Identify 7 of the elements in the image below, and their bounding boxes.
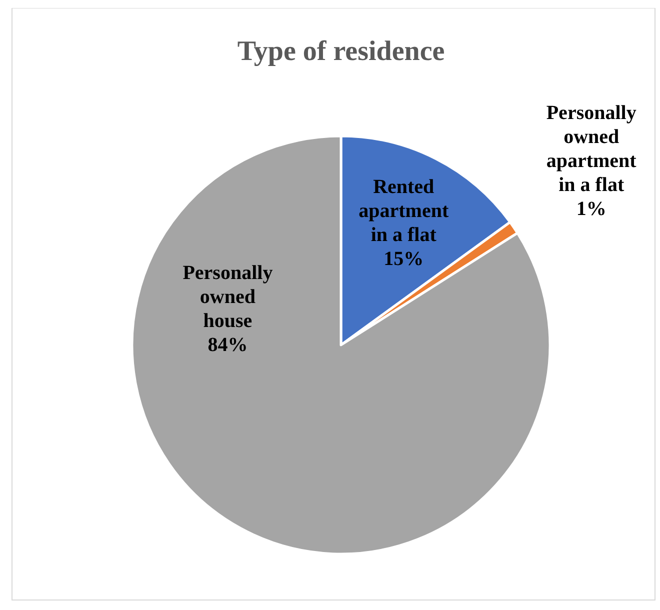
slice-label: Personally owned apartment in a flat bbox=[546, 102, 637, 196]
slice-label: Personally owned house bbox=[182, 262, 273, 332]
data-label: 84% bbox=[208, 334, 248, 356]
chart-title: Type of residence bbox=[237, 36, 445, 67]
data-label: 15% bbox=[384, 248, 424, 270]
slice-label: Rented apartment in a flat bbox=[358, 176, 449, 246]
data-label: 1% bbox=[576, 198, 606, 220]
